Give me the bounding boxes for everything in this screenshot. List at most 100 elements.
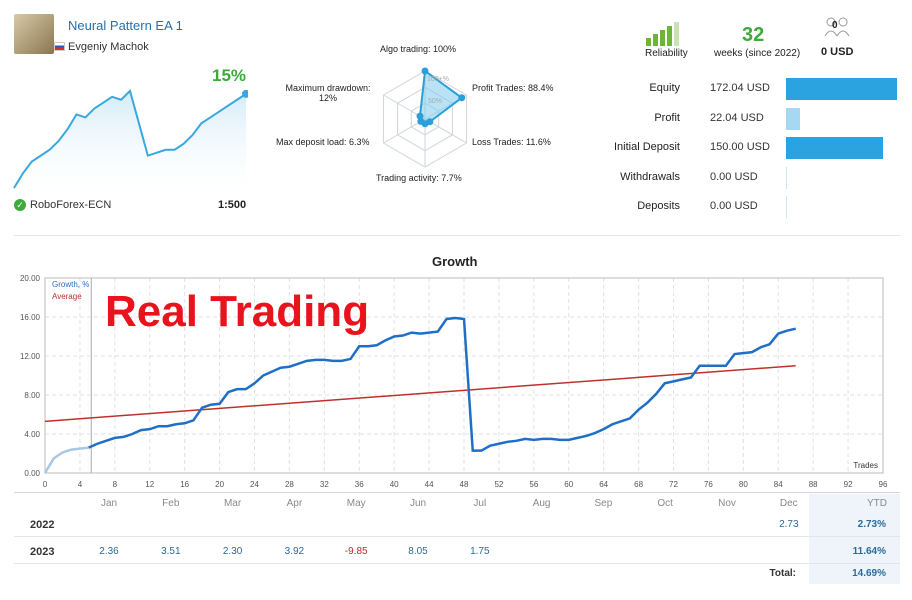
x-tick-label: 48 — [460, 480, 469, 489]
radar-ring-label: 50% — [428, 98, 442, 105]
radar-label-activity: Trading activity: 7.7% — [376, 173, 462, 183]
month-header: Sep — [594, 498, 613, 509]
radar-label-algo: Algo trading: 100% — [380, 44, 457, 54]
summary-bar — [786, 78, 897, 100]
table-row-divider — [14, 536, 900, 537]
ea-name-link[interactable]: Neural Pattern EA 1 — [68, 18, 183, 33]
plot-frame — [44, 277, 884, 474]
reliability-label: Reliability — [645, 48, 688, 59]
month-return-cell: 8.05 — [408, 546, 428, 557]
summary-label: Withdrawals — [620, 170, 680, 183]
x-tick-label: 20 — [215, 480, 224, 489]
ytd-column — [809, 494, 900, 584]
author-link[interactable]: Evgeniy Machok — [68, 41, 149, 53]
real-trading-watermark: Real Trading — [105, 287, 369, 336]
radar-ring-label: 100+% — [427, 76, 449, 83]
month-return-cell: 2.30 — [222, 546, 243, 557]
month-header: May — [346, 498, 366, 509]
x-tick-label: 88 — [809, 480, 818, 489]
growth-line-pre — [43, 446, 89, 474]
month-header: Jul — [473, 498, 487, 509]
summary-label: Initial Deposit — [613, 141, 680, 153]
month-header: Jan — [100, 498, 118, 509]
mini-growth-chart — [13, 89, 248, 192]
divider — [14, 235, 900, 236]
drawdown-value: 12% — [318, 93, 337, 103]
month-return-cell: 1.75 — [470, 546, 490, 557]
x-tick-label: 36 — [355, 480, 364, 489]
table-row-divider — [14, 563, 900, 564]
broker-link[interactable]: RoboForex-ECN — [30, 199, 112, 211]
summary-bar — [786, 107, 801, 130]
month-header: Jun — [409, 498, 427, 509]
y-tick-label: 16.00 — [20, 313, 41, 322]
x-tick-label: 32 — [320, 480, 329, 489]
radar-chart: 100+% 50% — [382, 67, 468, 168]
radar-point — [417, 117, 425, 125]
month-return-cell: 3.51 — [161, 546, 181, 557]
radar-label-profit: Profit Trades: 88.4% — [472, 83, 554, 93]
x-axis-label: Trades — [853, 461, 878, 470]
x-tick-label: 24 — [250, 480, 259, 489]
x-tick-label: 8 — [113, 480, 118, 489]
x-tick-label: 44 — [425, 480, 434, 489]
month-header: Mar — [223, 498, 242, 509]
month-header: Feb — [162, 498, 180, 509]
summary-bar-track — [786, 166, 787, 189]
summary-bar — [786, 137, 883, 159]
mini-chart-endpoint — [242, 89, 248, 98]
month-header: Apr — [286, 498, 303, 509]
month-header: Nov — [718, 498, 736, 509]
weeks-count: 32 — [742, 24, 765, 46]
summary-value: 0.00 USD — [710, 200, 758, 212]
x-tick-label: 4 — [78, 480, 83, 489]
table-top-line — [14, 492, 900, 493]
mini-chart-line — [13, 89, 247, 189]
x-tick-label: 52 — [494, 480, 503, 489]
total-label: Total: — [769, 568, 796, 579]
x-tick-label: 0 — [43, 480, 48, 489]
summary-bar-track — [786, 196, 787, 218]
average-line — [44, 365, 796, 423]
drawdown-label: Maximum drawdown: — [285, 83, 371, 93]
y-tick-label: 4.00 — [24, 430, 40, 439]
mini-chart-area — [14, 90, 246, 192]
x-tick-label: 84 — [774, 480, 783, 489]
x-tick-label: 92 — [844, 480, 853, 489]
x-tick-label: 64 — [599, 480, 608, 489]
growth-line — [88, 316, 796, 452]
flag-icon — [54, 42, 65, 51]
x-tick-label: 40 — [390, 480, 399, 489]
month-header: Dec — [779, 498, 798, 509]
x-tick-label: 96 — [879, 480, 888, 489]
radar-point — [421, 67, 429, 75]
y-tick-label: 12.00 — [20, 352, 41, 361]
summary-value: 22.04 USD — [710, 111, 764, 124]
month-header: Oct — [657, 498, 673, 509]
check-icon: ✓ — [14, 199, 26, 211]
x-tick-label: 60 — [564, 480, 573, 489]
summary-label: Deposits — [637, 200, 680, 212]
legend-average: Average — [52, 292, 82, 301]
radar-point — [416, 112, 424, 120]
summary-value: 0.00 USD — [710, 170, 758, 183]
y-tick-label: 20.00 — [20, 274, 41, 283]
year-label: 2023 — [30, 546, 55, 558]
radar-label-drawdown: Maximum drawdown: 12% — [283, 83, 373, 103]
ytd-value: 11.64% — [852, 546, 886, 557]
radar-point — [458, 94, 466, 102]
subscribers-count: 0 — [832, 20, 838, 31]
summary-label: Profit — [654, 111, 680, 124]
x-tick-label: 80 — [739, 480, 748, 489]
summary-value: 150.00 USD — [710, 141, 770, 153]
summary-value: 172.04 USD — [710, 82, 770, 94]
month-return-cell: 2.73 — [779, 519, 799, 530]
year-label: 2022 — [30, 519, 55, 531]
radar-label-deposit: Max deposit load: 6.3% — [276, 137, 370, 147]
x-tick-label: 28 — [285, 480, 294, 489]
x-tick-label: 56 — [529, 480, 538, 489]
x-tick-label: 72 — [669, 480, 678, 489]
subscribers-icon — [822, 14, 852, 42]
legend-growth: Growth, % — [52, 280, 89, 289]
